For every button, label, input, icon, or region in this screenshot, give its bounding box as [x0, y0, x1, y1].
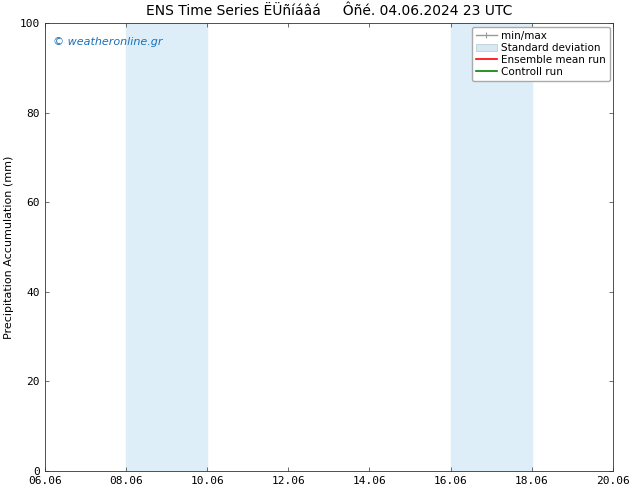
Legend: min/max, Standard deviation, Ensemble mean run, Controll run: min/max, Standard deviation, Ensemble me…	[472, 26, 610, 81]
Bar	[126, 24, 207, 471]
Title: ENS Time Series ËÜñíáâá     Ôñé. 04.06.2024 23 UTC: ENS Time Series ËÜñíáâá Ôñé. 04.06.2024 …	[146, 4, 512, 18]
Bar	[451, 24, 532, 471]
Text: © weatheronline.gr: © weatheronline.gr	[53, 37, 163, 47]
Y-axis label: Precipitation Accumulation (mm): Precipitation Accumulation (mm)	[4, 155, 14, 339]
